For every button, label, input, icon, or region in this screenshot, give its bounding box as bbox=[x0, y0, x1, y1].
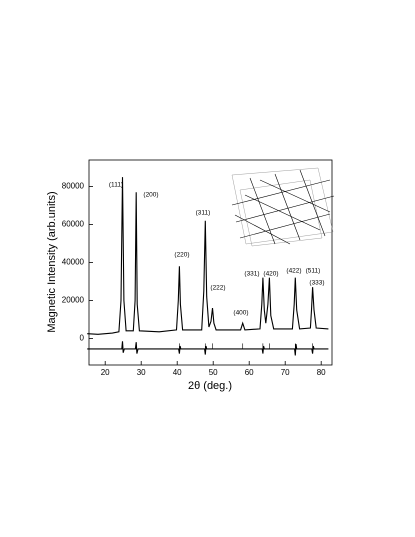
peak-label: (220) bbox=[174, 252, 189, 259]
x-tick-label: 60 bbox=[245, 368, 254, 377]
peak-label: (222) bbox=[210, 285, 225, 292]
x-tick-label: 80 bbox=[317, 368, 326, 377]
structure-inset bbox=[231, 167, 335, 247]
peak-label: (111) bbox=[109, 182, 123, 189]
peak-label: (200) bbox=[143, 192, 158, 199]
data-line bbox=[87, 341, 329, 356]
x-tick-label: 70 bbox=[281, 368, 290, 377]
peak-label: (420) bbox=[263, 271, 278, 278]
peak-label: (422) bbox=[286, 268, 301, 275]
x-axis-label: 2θ (deg.) bbox=[188, 380, 232, 392]
y-axis-label: Magnetic Intensity (arb.units) bbox=[46, 191, 58, 332]
y-tick-label: 80000 bbox=[62, 182, 85, 191]
y-tick-label: 0 bbox=[80, 334, 85, 343]
peak-label: (511) bbox=[306, 268, 321, 275]
peak-label: (333) bbox=[309, 280, 324, 287]
x-tick-label: 40 bbox=[173, 368, 182, 377]
y-tick-label: 20000 bbox=[62, 296, 85, 305]
y-tick-label: 60000 bbox=[62, 220, 85, 229]
peak-label: (331) bbox=[244, 271, 259, 278]
x-tick-label: 30 bbox=[137, 368, 146, 377]
x-tick-label: 50 bbox=[209, 368, 218, 377]
peak-label: (400) bbox=[233, 310, 248, 317]
plot-frame bbox=[88, 159, 333, 366]
peak-label: (311) bbox=[196, 210, 211, 217]
data-line bbox=[87, 177, 329, 335]
x-tick-label: 20 bbox=[101, 368, 110, 377]
y-tick-label: 40000 bbox=[62, 258, 85, 267]
